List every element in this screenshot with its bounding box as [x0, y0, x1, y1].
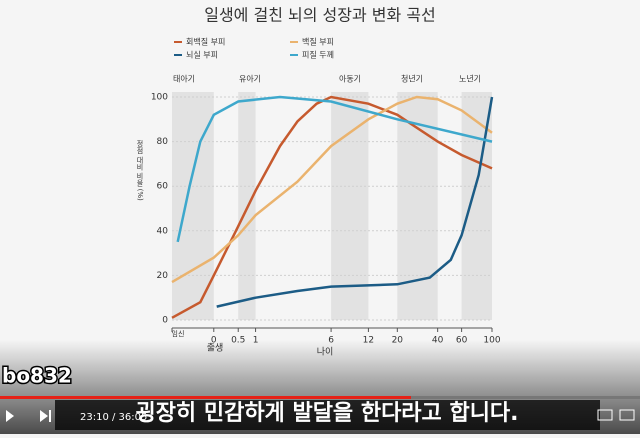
y-tick-label: 80: [157, 137, 169, 147]
subtitle-box: [55, 400, 600, 430]
chart-title: 일생에 걸친 뇌의 성장과 변화 곡선: [204, 6, 436, 25]
stage-label: 청년기: [401, 74, 423, 84]
stage-label: 유아기: [239, 74, 261, 84]
watermark: bo832: [2, 364, 72, 388]
progress-played[interactable]: [0, 396, 411, 399]
y-tick-label: 60: [157, 182, 169, 192]
legend-label: 피질 두께: [302, 51, 334, 60]
y-tick-label: 40: [157, 226, 169, 236]
line-series: [216, 96, 494, 308]
time: 23:10 / 36:05: [80, 412, 147, 423]
subtitle: 굉장히 민감하게 발달을 한다라고 합니다.: [135, 400, 518, 426]
line-series: [171, 95, 493, 319]
miniplayer-button[interactable]: [597, 409, 613, 421]
stage-label: 노년기: [459, 74, 481, 84]
stage-band: [331, 92, 369, 320]
stage-label: 태아기: [173, 74, 195, 84]
next-button[interactable]: [40, 410, 51, 422]
legend-label: 뇌실 부피: [186, 50, 218, 60]
y-tick-label: 0: [162, 316, 168, 326]
line-series: [171, 95, 493, 284]
x-tick-label: 임신: [172, 329, 185, 338]
line-series: [176, 95, 493, 243]
y-axis-label: 정점 대비 비율 (%): [136, 139, 144, 201]
play-button[interactable]: [6, 410, 14, 422]
y-tick-label: 20: [157, 271, 169, 281]
y-tick-label: 100: [151, 93, 168, 103]
legend-label: 백질 부피: [302, 37, 334, 47]
fullscreen-button[interactable]: [619, 409, 635, 421]
legend-label: 회백질 부피: [186, 37, 225, 47]
stage-label: 아동기: [339, 74, 361, 84]
